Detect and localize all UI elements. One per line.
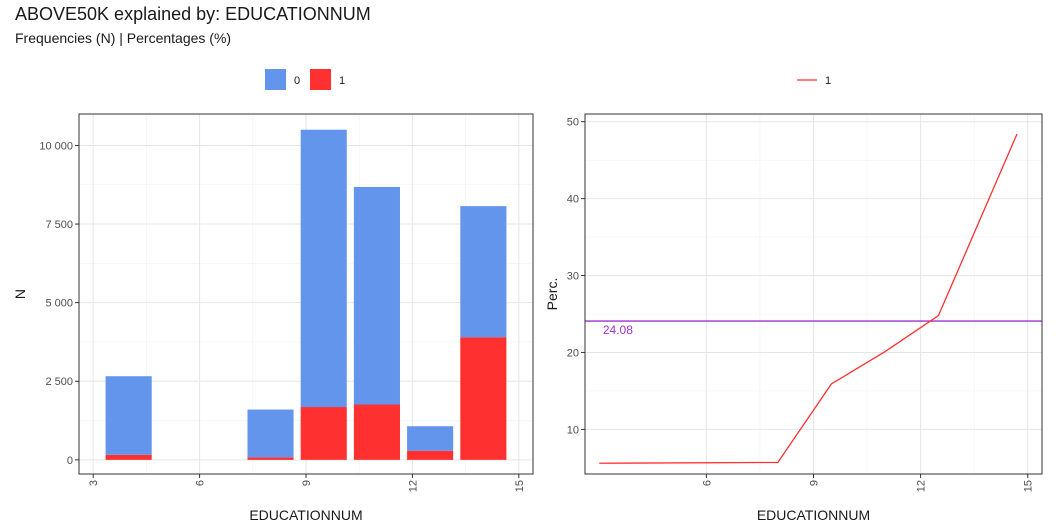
legend-swatch-1 bbox=[310, 69, 331, 90]
bar-segment bbox=[353, 404, 400, 460]
x-tick-label: 12 bbox=[916, 480, 928, 492]
bar-segment bbox=[460, 206, 507, 338]
frequency-panel: 3 6 9 12 15 0 2 500 5 000 7 500 10 000 EDUCATIONNU… bbox=[12, 69, 534, 523]
reference-label: 24.08 bbox=[603, 323, 633, 337]
bar-segment bbox=[353, 186, 400, 405]
chart-title: ABOVE50K explained by: EDUCATIONNUM bbox=[15, 4, 371, 24]
y-tick-label: 40 bbox=[567, 194, 579, 206]
y-axis-title: N bbox=[12, 289, 28, 299]
chart-subtitle: Frequencies (N) | Percentages (%) bbox=[15, 30, 232, 46]
bar-segment bbox=[105, 376, 152, 455]
series-line bbox=[599, 133, 1018, 464]
x-axis-title: EDUCATIONNUM bbox=[757, 507, 870, 523]
y-tick-label: 10 bbox=[567, 424, 579, 436]
y-tick-label: 10 000 bbox=[39, 140, 73, 152]
bar-segment bbox=[407, 426, 454, 451]
bar-segment bbox=[460, 337, 507, 460]
bar-segment bbox=[300, 129, 347, 408]
y-tick-label: 2 500 bbox=[45, 376, 73, 388]
x-tick-label: 3 bbox=[88, 480, 100, 486]
bar-segment bbox=[247, 409, 294, 458]
legend-swatch-0 bbox=[265, 69, 286, 90]
legend-label-1: 1 bbox=[339, 75, 345, 87]
percentage-panel: 24.08 6 9 12 15 10 20 30 40 50 EDUCATIONNUM Perc. 1 bbox=[544, 75, 1043, 523]
y-tick-label: 20 bbox=[567, 347, 579, 359]
x-tick-label: 15 bbox=[1023, 480, 1035, 492]
bar-segment bbox=[300, 407, 347, 460]
y-axis-title: Perc. bbox=[544, 278, 560, 311]
bar-segment bbox=[247, 457, 294, 460]
legend-label-1: 1 bbox=[825, 75, 831, 87]
y-tick-label: 0 bbox=[67, 455, 73, 467]
bar-segment bbox=[105, 454, 152, 460]
y-tick-label: 50 bbox=[567, 117, 579, 129]
y-tick-label: 5 000 bbox=[45, 298, 73, 310]
legend-label-0: 0 bbox=[294, 75, 300, 87]
x-tick-label: 15 bbox=[514, 480, 526, 492]
y-tick-label: 7 500 bbox=[45, 219, 73, 231]
x-tick-label: 12 bbox=[407, 480, 419, 492]
y-tick-label: 30 bbox=[567, 271, 579, 283]
bar-segment bbox=[407, 450, 454, 460]
x-tick-label: 6 bbox=[195, 480, 207, 486]
x-tick-label: 9 bbox=[301, 480, 313, 486]
x-axis-title: EDUCATIONNUM bbox=[249, 507, 362, 523]
x-tick-label: 9 bbox=[809, 480, 821, 486]
x-tick-label: 6 bbox=[701, 480, 713, 486]
